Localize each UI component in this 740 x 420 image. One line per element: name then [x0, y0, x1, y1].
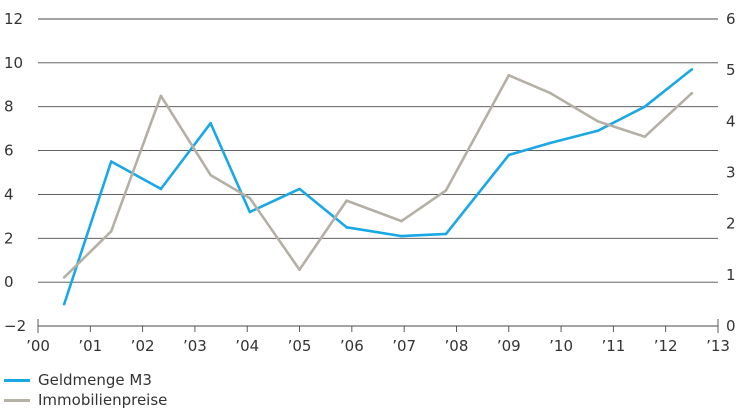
- x-tick-label: ’05: [288, 337, 312, 355]
- data-point: [444, 232, 448, 236]
- y-left-tick-label: 10: [4, 54, 23, 72]
- x-tick-label: ’00: [26, 337, 50, 355]
- y-right-tick-label: 4: [726, 112, 736, 130]
- data-point: [549, 91, 552, 95]
- legend-item-m3: Geldmenge M3: [4, 370, 167, 390]
- series-line-geldmenge-m3: [62, 68, 693, 305]
- data-point: [643, 135, 647, 138]
- y-left-tick-label: 0: [4, 273, 14, 291]
- x-tick-label: ’06: [340, 337, 364, 355]
- x-tick-label: ’10: [549, 337, 573, 355]
- data-point: [159, 94, 163, 98]
- legend-label-m3: Geldmenge M3: [38, 371, 152, 389]
- data-point: [109, 230, 113, 233]
- x-tick-label: ’12: [654, 337, 678, 355]
- data-point: [62, 276, 66, 279]
- y-right-tick-label: 5: [726, 61, 736, 79]
- y-left-tick-label: 6: [4, 142, 14, 160]
- x-tick-label: ’13: [706, 337, 730, 355]
- x-tick-label: ’03: [183, 337, 207, 355]
- data-point: [62, 302, 66, 306]
- data-point: [596, 129, 599, 133]
- data-point: [549, 141, 552, 145]
- data-point: [248, 210, 252, 214]
- x-tick-label: ’02: [131, 337, 155, 355]
- y-left-tick-label: 8: [4, 98, 14, 116]
- y-right-tick-label: 1: [726, 266, 736, 284]
- legend-label-immobilien: Immobilienpreise: [38, 391, 168, 409]
- axes: −20246810120123456’00’01’02’03’04’05’06’…: [4, 10, 736, 355]
- data-point: [444, 189, 448, 192]
- data-point: [596, 120, 599, 123]
- y-left-tick-label: 4: [4, 185, 14, 203]
- data-point: [109, 160, 113, 163]
- data-point: [643, 105, 647, 109]
- x-tick-label: ’01: [78, 337, 102, 355]
- data-point: [345, 226, 348, 229]
- data-point: [400, 234, 403, 238]
- data-point: [298, 268, 301, 272]
- data-point: [159, 187, 163, 191]
- x-tick-label: ’08: [445, 337, 469, 355]
- data-point: [400, 219, 403, 223]
- y-left-tick-label: −2: [4, 317, 26, 335]
- gridlines: [38, 18, 718, 283]
- x-tick-label: ’04: [235, 337, 259, 355]
- y-left-tick-label: 12: [4, 10, 23, 28]
- data-point: [507, 153, 511, 157]
- y-right-tick-label: 3: [726, 164, 736, 182]
- data-point: [298, 187, 301, 191]
- x-tick-label: ’11: [601, 337, 625, 355]
- legend-swatch-immobilien: [4, 398, 30, 402]
- x-tick-label: ’07: [392, 337, 416, 355]
- y-left-tick-label: 2: [4, 229, 14, 247]
- series-line-immobilienpreise: [63, 74, 693, 279]
- data-point: [248, 196, 252, 200]
- data-point: [345, 199, 348, 202]
- x-tick-label: ’09: [497, 337, 521, 355]
- data-point: [507, 73, 511, 77]
- data-point: [690, 68, 694, 71]
- y-right-tick-label: 2: [726, 215, 736, 233]
- legend-item-immobilien: Immobilienpreise: [4, 390, 167, 410]
- data-point: [209, 173, 212, 177]
- data-point: [209, 121, 212, 125]
- y-right-tick-label: 0: [726, 317, 736, 335]
- legend: Geldmenge M3 Immobilienpreise: [4, 370, 167, 410]
- legend-swatch-m3: [4, 378, 30, 382]
- y-right-tick-label: 6: [726, 10, 736, 28]
- series-layer: [62, 68, 694, 306]
- data-point: [690, 91, 694, 95]
